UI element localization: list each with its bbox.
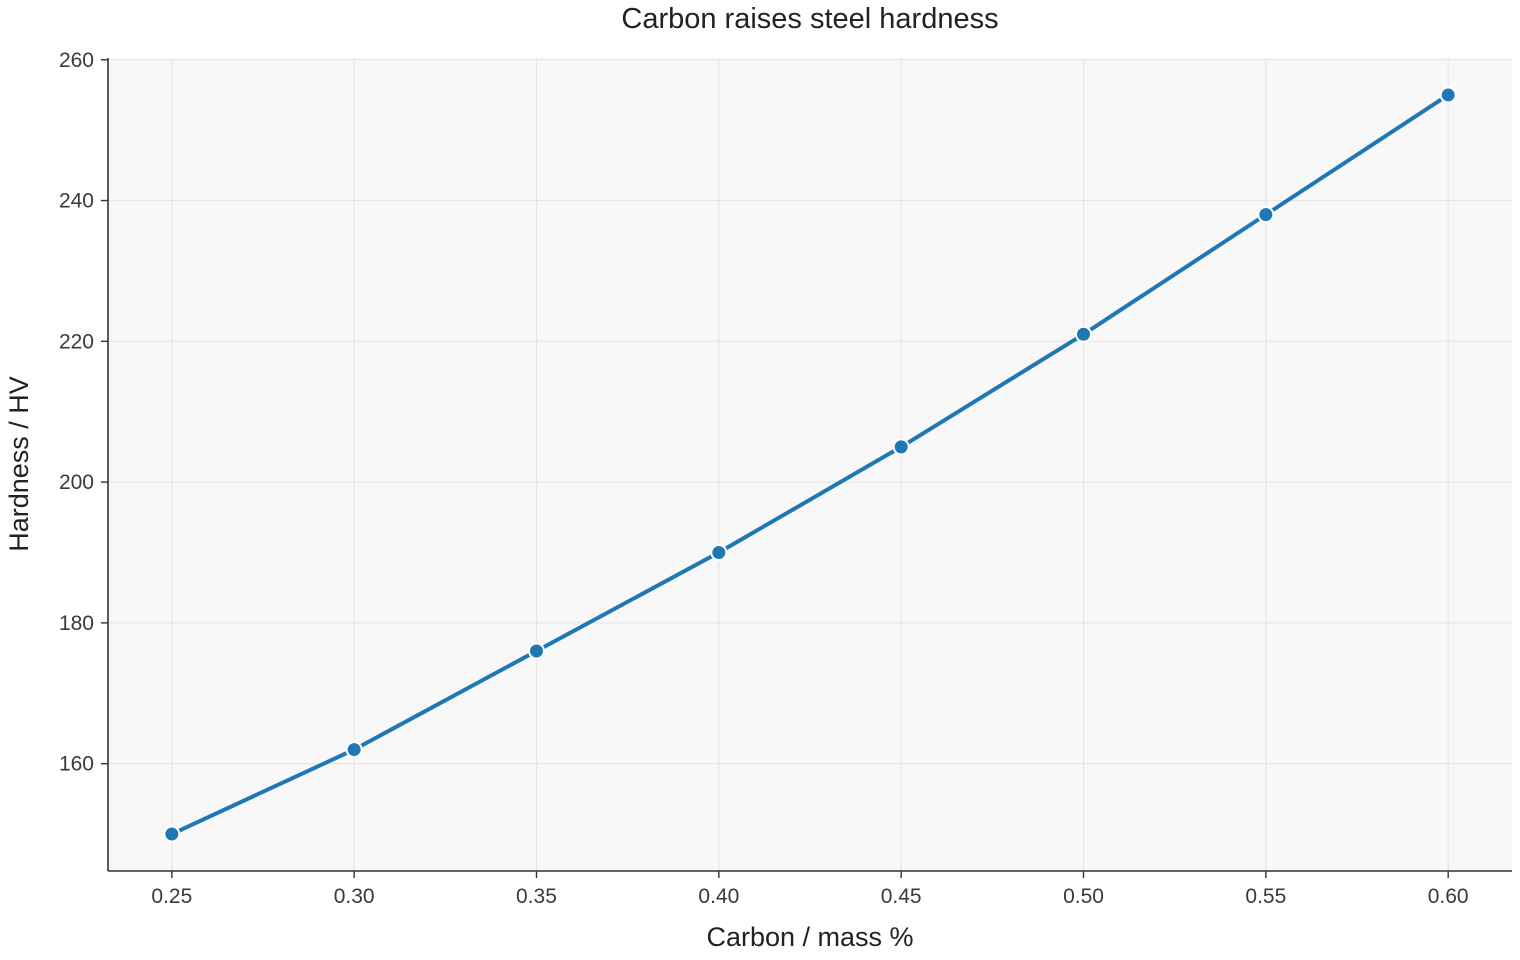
axes [107, 58, 1512, 872]
data-point [892, 438, 910, 456]
series-line [169, 92, 1451, 837]
grid-lines [108, 58, 1512, 871]
x-tick-label: 0.30 [334, 885, 375, 908]
x-tick-label: 0.35 [516, 885, 557, 908]
y-tick-label: 180 [59, 612, 94, 635]
y-tick-label: 200 [59, 471, 94, 494]
x-tick-label: 0.55 [1245, 885, 1286, 908]
x-axis-title: Carbon / mass % [706, 922, 913, 952]
y-tick-label: 160 [59, 753, 94, 776]
y-tick-label: 260 [59, 49, 94, 72]
x-tick-label: 0.60 [1428, 885, 1469, 908]
y-axis-title: Hardness / HV [4, 376, 34, 552]
x-tick-label: 0.25 [151, 885, 192, 908]
y-tick-label: 240 [59, 190, 94, 213]
x-tick-label: 0.40 [698, 885, 739, 908]
axis-ticks: 0.25 0.30 0.35 0.40 0.45 0.50 0.55 0.60 160 180 20… [59, 49, 1469, 908]
data-point [710, 543, 728, 561]
data-point [527, 642, 545, 660]
series-layer [163, 86, 1457, 843]
plot-background [108, 58, 1512, 871]
data-point [1257, 206, 1275, 224]
data-point [1075, 325, 1093, 343]
data-point [345, 741, 363, 759]
y-tick-label: 220 [59, 330, 94, 353]
x-tick-label: 0.50 [1063, 885, 1104, 908]
data-point [1439, 86, 1457, 104]
x-tick-label: 0.45 [881, 885, 922, 908]
data-point [163, 825, 181, 843]
chart-title: Carbon raises steel hardness [621, 3, 998, 35]
